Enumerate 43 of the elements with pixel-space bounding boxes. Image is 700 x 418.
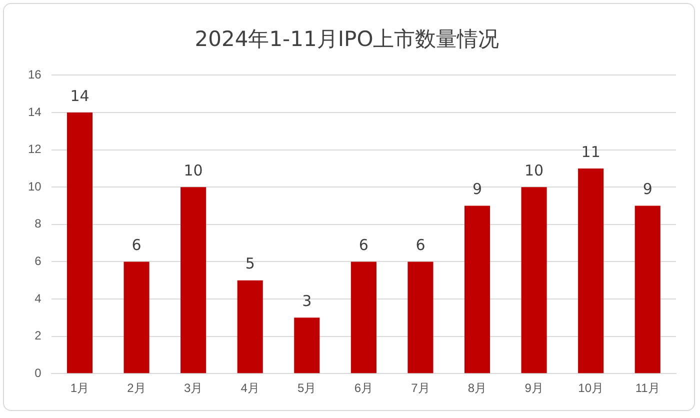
y-tick-label: 6: [34, 254, 42, 268]
data-label: 5: [245, 254, 255, 273]
bar: [294, 318, 320, 374]
x-tick-label: 8月: [468, 381, 487, 396]
data-label: 6: [132, 236, 142, 254]
x-tick-label: 7月: [411, 381, 430, 396]
x-tick-label: 5月: [298, 381, 316, 396]
data-label: 3: [302, 292, 312, 310]
x-tick-label: 2月: [127, 381, 146, 396]
data-label: 14: [70, 86, 90, 105]
y-tick-label: 16: [28, 68, 42, 82]
y-tick-label: 2: [34, 328, 42, 343]
x-tick-label: 6月: [354, 381, 374, 396]
y-tick-label: 4: [34, 291, 42, 306]
data-label: 9: [472, 180, 482, 198]
bar: [521, 187, 547, 374]
x-tick-label: 4月: [240, 381, 260, 396]
bar: [180, 187, 206, 374]
data-label: 11: [581, 142, 600, 161]
bar: [66, 112, 93, 374]
data-label: 9: [642, 180, 652, 198]
y-tick-label: 12: [28, 142, 42, 156]
bar: [237, 280, 263, 374]
x-tick-label: 9月: [524, 381, 544, 396]
bar: [350, 262, 376, 374]
x-tick-label: 11月: [635, 381, 660, 396]
bar: [408, 262, 434, 374]
x-tick-label: 3月: [184, 381, 203, 396]
bar: [634, 206, 660, 374]
y-tick-label: 0: [34, 366, 42, 380]
bar: [578, 168, 604, 374]
data-label: 10: [524, 161, 544, 180]
data-label: 10: [184, 161, 203, 180]
bar: [124, 262, 150, 374]
bar: [464, 206, 490, 374]
data-label: 6: [416, 236, 426, 254]
x-tick-label: 10月: [578, 381, 604, 396]
y-tick-label: 14: [28, 104, 42, 119]
chart-title: 2024年1-11月IPO上市数量情况: [194, 27, 500, 52]
y-tick-label: 10: [28, 179, 42, 194]
data-label: 6: [358, 236, 368, 254]
y-tick-label: 8: [34, 216, 42, 231]
x-tick-label: 1月: [70, 381, 90, 396]
